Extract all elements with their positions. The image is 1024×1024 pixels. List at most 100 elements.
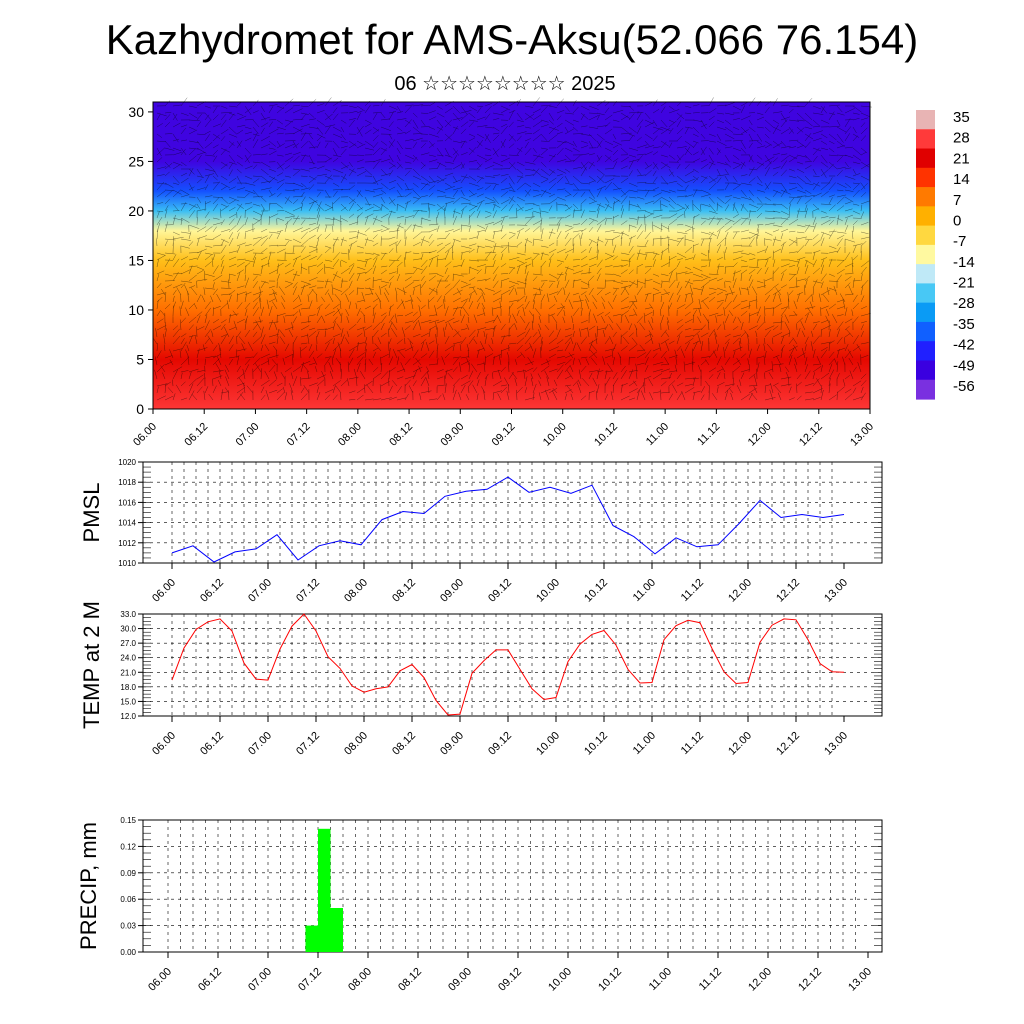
x-tick-label: 11.00 (644, 421, 671, 448)
wind-vector (796, 182, 804, 189)
wind-vector (164, 122, 171, 128)
wind-vector (732, 184, 741, 191)
wind-vector (316, 126, 324, 135)
wind-vector (484, 267, 487, 275)
wind-vector (676, 154, 685, 163)
wind-vector (364, 161, 375, 163)
wind-vector (236, 115, 247, 121)
wind-vector (860, 122, 866, 128)
wind-vector (172, 258, 180, 268)
wind-vector (356, 245, 365, 249)
wind-vector (540, 168, 549, 176)
wind-vector (356, 110, 363, 114)
wind-vector (452, 344, 455, 352)
wind-vector (408, 385, 414, 394)
wind-vector (676, 146, 687, 149)
wind-vector (364, 258, 372, 261)
wind-vector (639, 344, 646, 352)
wind-vector (633, 308, 638, 317)
wind-vector (524, 126, 531, 129)
wind-vector (236, 140, 242, 147)
wind-vector (556, 122, 563, 128)
wind-vector (796, 145, 804, 149)
wind-vector (780, 269, 787, 275)
wind-vector (564, 154, 572, 162)
wind-vector (279, 336, 286, 345)
x-tick-label: 11.12 (697, 966, 724, 993)
wind-vector (772, 157, 778, 163)
wind-vector (764, 259, 769, 268)
wind-vector (404, 320, 414, 324)
wind-vector (804, 165, 812, 170)
wind-vector (724, 291, 735, 296)
wind-vector (548, 273, 558, 279)
wind-vector (364, 380, 373, 387)
wind-vector (156, 350, 162, 359)
wind-vector (674, 364, 678, 373)
wind-vector (188, 378, 197, 387)
colorbar-label: -49 (953, 357, 975, 374)
wind-vector (216, 293, 222, 303)
wind-vector (323, 263, 326, 275)
wind-vector (252, 357, 261, 366)
wind-vector (631, 337, 638, 345)
wind-vector (724, 386, 732, 394)
wind-vector (458, 392, 462, 401)
wind-vector (780, 210, 789, 215)
wind-vector (724, 175, 729, 182)
wind-vector (666, 317, 670, 324)
wind-vector (708, 237, 712, 247)
wind-vector (332, 133, 342, 138)
wind-vector (160, 310, 166, 317)
wind-vector (452, 273, 454, 282)
wind-vector (724, 168, 730, 176)
wind-vector (462, 307, 470, 317)
wind-vector (668, 255, 677, 261)
wind-vector (276, 388, 283, 394)
wind-vector (585, 299, 590, 310)
wind-vector (820, 257, 828, 261)
wind-vector (816, 378, 822, 387)
wind-vector (388, 111, 395, 121)
wind-vector (460, 252, 463, 261)
wind-vector (244, 154, 252, 163)
wind-vector (228, 126, 238, 135)
wind-vector (276, 106, 285, 114)
wind-vector (572, 126, 578, 132)
wind-vector (372, 160, 380, 170)
wind-vector (244, 192, 250, 198)
wind-vector (436, 242, 444, 247)
wind-vector (236, 335, 238, 345)
wind-vector (468, 329, 476, 338)
wind-vector (652, 163, 658, 170)
wind-vector (196, 203, 201, 210)
wind-vector (204, 134, 211, 142)
wind-vector (772, 307, 774, 317)
wind-vector (364, 277, 371, 282)
wind-vector (644, 170, 652, 177)
wind-vector (524, 148, 532, 156)
wind-vector (412, 196, 420, 200)
wind-vector (524, 161, 536, 165)
wind-vector (852, 182, 861, 191)
wind-vector (394, 313, 398, 324)
wind-vector (228, 344, 234, 352)
wind-vector (700, 296, 709, 303)
wind-vector (580, 280, 590, 286)
wind-vector (156, 112, 167, 117)
wind-vector (836, 133, 844, 143)
wind-vector (244, 118, 254, 121)
wind-vector (724, 226, 733, 233)
wind-vector (204, 245, 213, 248)
wind-vector (419, 393, 422, 401)
wind-vector (337, 308, 342, 317)
wind-vector (452, 112, 461, 122)
wind-vector (544, 324, 550, 331)
wind-vector (292, 168, 300, 171)
wind-vector (828, 369, 835, 380)
wind-vector (580, 125, 588, 128)
wind-vector (452, 273, 464, 277)
wind-vector (228, 105, 238, 108)
wind-vector (292, 376, 298, 387)
wind-vector (396, 175, 405, 182)
